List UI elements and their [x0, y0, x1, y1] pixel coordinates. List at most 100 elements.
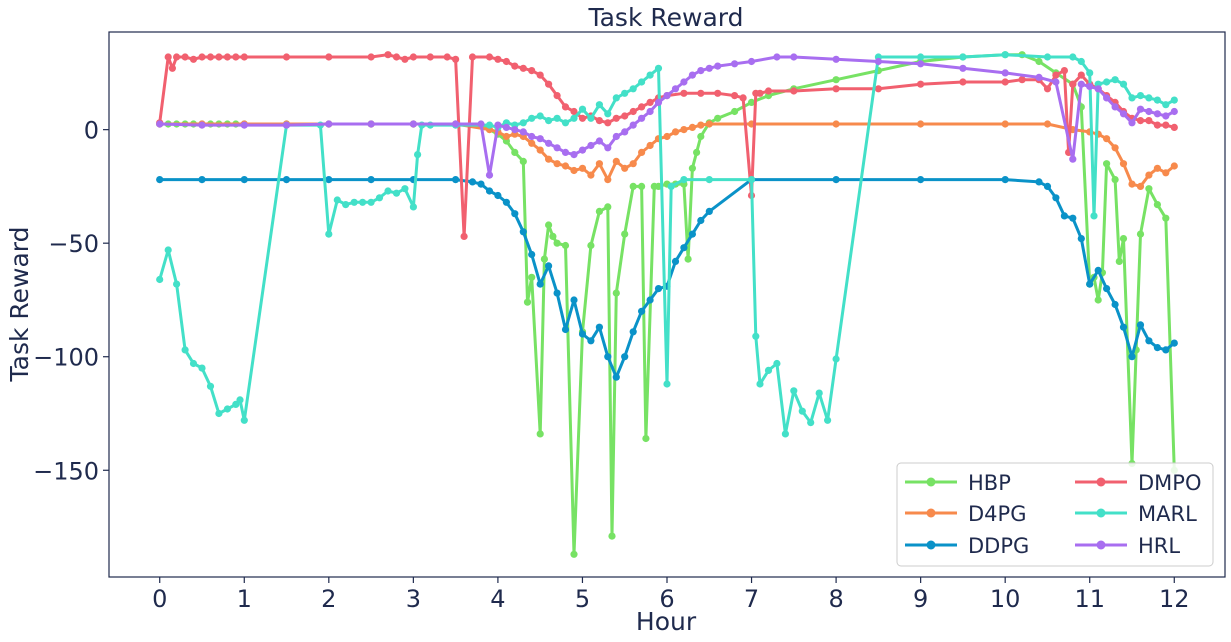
data-point-hrl: [1128, 119, 1136, 127]
data-point-marl: [333, 196, 341, 204]
data-point-marl: [832, 355, 840, 363]
data-point-marl: [595, 101, 604, 109]
data-point-d4pg: [629, 160, 637, 168]
data-point-dmpo: [612, 114, 620, 122]
legend-entry-hbp: HBP: [905, 471, 1011, 495]
data-point-ddpg: [1001, 176, 1009, 184]
data-point-hbp: [697, 132, 705, 141]
legend-marker-dmpo: [1096, 477, 1106, 487]
data-point-marl: [519, 119, 527, 127]
data-point-ddpg: [485, 187, 494, 195]
data-point-hrl: [452, 120, 460, 128]
data-point-ddpg: [468, 178, 477, 186]
data-point-dmpo: [511, 62, 519, 70]
data-point-ddpg: [561, 325, 570, 334]
data-point-dmpo: [1001, 78, 1009, 86]
series-hrl: [156, 53, 1178, 179]
data-point-ddpg: [595, 323, 604, 331]
data-point-hbp: [1103, 160, 1111, 168]
data-point-marl: [173, 280, 181, 288]
data-point-hrl: [654, 98, 663, 106]
data-point-hrl: [629, 121, 637, 129]
data-point-hrl: [612, 132, 620, 141]
data-point-marl: [824, 416, 832, 424]
data-point-dmpo: [173, 53, 181, 61]
data-point-marl: [790, 387, 798, 395]
data-point-marl: [752, 332, 760, 340]
data-point-d4pg: [1103, 135, 1111, 143]
data-point-hrl: [502, 123, 510, 131]
data-point-hrl: [198, 121, 206, 129]
data-point-hbp: [693, 148, 701, 156]
data-point-dmpo: [452, 55, 460, 63]
data-point-ddpg: [629, 328, 637, 336]
data-point-hbp: [608, 532, 616, 540]
data-point-marl: [629, 85, 637, 93]
data-point-marl: [409, 203, 417, 211]
data-point-hrl: [1086, 82, 1094, 91]
data-point-hrl: [663, 92, 671, 100]
data-point-ddpg: [671, 257, 680, 265]
data-point-hbp: [587, 241, 595, 250]
data-point-dmpo: [638, 103, 646, 111]
data-point-marl: [384, 187, 392, 195]
data-point-hrl: [511, 126, 519, 134]
data-point-marl: [1153, 96, 1161, 104]
data-point-marl: [359, 198, 367, 206]
data-point-hrl: [646, 107, 654, 116]
x-tick-label: 10: [990, 585, 1021, 613]
data-point-hbp: [1153, 201, 1161, 209]
legend-marker-hrl: [1096, 540, 1106, 550]
data-point-ddpg: [832, 176, 840, 184]
data-point-ddpg: [1060, 212, 1068, 220]
x-tick-label: 11: [1074, 585, 1105, 613]
data-point-dmpo: [206, 53, 215, 61]
data-point-d4pg: [638, 148, 646, 156]
data-point-marl: [545, 117, 553, 125]
data-point-ddpg: [519, 228, 527, 236]
data-point-hbp: [1111, 176, 1119, 184]
data-point-hrl: [240, 121, 248, 129]
data-point-dmpo: [325, 53, 333, 61]
x-tick-label: 4: [490, 585, 505, 613]
data-point-ddpg: [502, 198, 510, 206]
data-point-d4pg: [502, 132, 510, 141]
legend-marker-d4pg: [926, 508, 936, 518]
data-point-ddpg: [621, 353, 629, 361]
data-point-marl: [578, 105, 587, 113]
data-point-hrl: [156, 120, 164, 128]
data-point-ddpg: [1052, 194, 1060, 202]
data-point-hrl: [494, 121, 502, 129]
data-point-d4pg: [917, 120, 925, 128]
legend-label-ddpg: DDPG: [968, 534, 1029, 558]
data-point-dmpo: [528, 67, 536, 75]
legend-entry-hrl: HRL: [1075, 534, 1180, 558]
data-point-marl: [807, 419, 815, 427]
data-point-hbp: [1119, 235, 1128, 243]
data-point-hrl: [477, 120, 485, 128]
data-point-dmpo: [832, 85, 840, 93]
x-tick-label: 6: [659, 585, 674, 613]
data-point-ddpg: [494, 191, 502, 200]
data-point-hrl: [688, 71, 697, 79]
data-point-marl: [1090, 212, 1098, 220]
data-point-marl: [798, 407, 806, 415]
data-point-hrl: [638, 114, 646, 122]
data-point-hbp: [519, 157, 527, 165]
legend-entry-d4pg: D4PG: [905, 502, 1026, 526]
data-point-dmpo: [604, 119, 612, 127]
data-point-ddpg: [452, 176, 460, 184]
data-point-marl: [485, 121, 494, 129]
data-point-ddpg: [1111, 300, 1119, 309]
x-tick-label: 0: [152, 585, 167, 613]
data-point-hbp: [714, 114, 722, 122]
data-point-hbp: [553, 239, 561, 247]
data-point-dmpo: [1052, 71, 1060, 79]
y-tick-label: 0: [84, 117, 99, 145]
data-point-dmpo: [874, 85, 883, 93]
legend-label-hrl: HRL: [1138, 534, 1180, 558]
data-point-ddpg: [553, 289, 561, 297]
data-point-dmpo: [764, 87, 773, 95]
data-point-ddpg: [1069, 214, 1077, 222]
data-point-dmpo: [1136, 117, 1145, 125]
